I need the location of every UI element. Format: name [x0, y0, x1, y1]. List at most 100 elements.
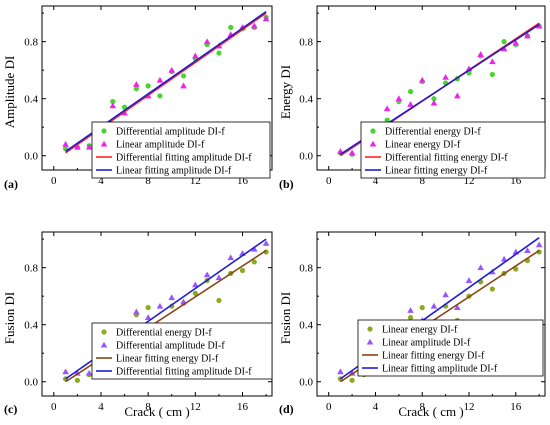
x-tick-label: 4 [98, 401, 104, 413]
data-point-triangle [133, 81, 140, 87]
x-tick-label: 0 [326, 401, 332, 413]
data-point-triangle [85, 369, 93, 376]
data-point-circle [133, 86, 139, 92]
x-tick-label: 16 [510, 401, 522, 413]
legend-box [360, 121, 546, 179]
y-axis-label: Energy DI [278, 65, 293, 119]
data-point-circle [216, 50, 222, 56]
data-point-triangle [500, 255, 508, 262]
panel-letter: (c) [4, 402, 17, 416]
x-tick-label: 16 [237, 175, 249, 187]
data-point-triangle [133, 308, 140, 315]
chart-panel-0: 0 4 8 12 16 0.0 0.4 0.8 Amplitude DI (a) Different… [2, 5, 273, 191]
legend: Differential energy DI-f Differential amp… [91, 322, 273, 380]
x-axis-label: Crack ( cm ) [398, 404, 463, 419]
data-point-circle [216, 297, 222, 304]
x-tick-label: 8 [419, 401, 425, 413]
data-point-triangle [512, 39, 520, 46]
data-point-circle [74, 377, 80, 383]
data-point-circle [110, 98, 116, 105]
data-point-circle [407, 314, 414, 321]
data-point-triangle [85, 143, 93, 150]
y-axis-label: Amplitude DI [2, 56, 17, 129]
x-tick-label: 12 [464, 175, 475, 187]
data-point-triangle [477, 264, 484, 271]
x-tick-label: 12 [464, 401, 475, 413]
data-point-triangle [442, 74, 449, 80]
legend-circle-swatch [101, 329, 107, 335]
data-point-circle [239, 267, 246, 274]
data-point-triangle [430, 302, 438, 309]
data-point-circle [251, 259, 257, 265]
y-tick-label: 0.0 [24, 151, 38, 163]
chart-panel-1: 0 4 8 12 16 0.0 0.4 0.8 Energy DI (b) Differential… [278, 5, 546, 191]
data-point-triangle [348, 149, 356, 156]
data-point-circle [349, 377, 355, 383]
data-point-triangle [203, 271, 211, 278]
data-point-triangle [227, 254, 235, 261]
legend: Linear energy DI-f Linear amplitude DI-f L… [357, 319, 544, 377]
x-axis-label: Crack ( cm ) [124, 404, 189, 419]
data-point-triangle [383, 105, 391, 112]
data-point-triangle [74, 143, 81, 150]
chart-panel-2: 0 4 8 12 16 0.0 0.4 0.8 Fusion DI Crack ( cm ) (c)… [2, 231, 273, 419]
data-point-triangle [251, 22, 258, 29]
data-point-circle [419, 304, 425, 311]
data-point-circle [489, 286, 495, 292]
y-tick-label: 0.4 [299, 94, 313, 106]
data-point-triangle [407, 101, 414, 107]
data-point-triangle [144, 314, 152, 321]
data-point-circle [145, 83, 151, 89]
legend-entry-label: Differential fitting amplitude DI-f [116, 153, 252, 164]
legend-circle-swatch [370, 128, 376, 134]
data-point-triangle [489, 58, 496, 65]
y-tick-label: 0.8 [24, 37, 38, 49]
data-point-circle [192, 290, 198, 296]
data-point-triangle [262, 15, 270, 22]
x-tick-label: 4 [98, 175, 104, 187]
y-tick-label: 0.0 [299, 377, 313, 389]
y-tick-label: 0.8 [24, 263, 38, 275]
legend-entry-label: Linear fitting amplitude DI-f [116, 166, 232, 177]
data-point-circle [157, 93, 163, 99]
data-point-triangle [442, 291, 449, 298]
legend: Differential energy DI-f Linear energy DI… [360, 121, 546, 179]
data-point-triangle [465, 277, 473, 283]
legend-triangle-swatch [366, 338, 374, 345]
legend-entry-label: Differential amplitude DI-f [116, 341, 225, 352]
legend-entry-label: Linear fitting energy DI-f [385, 166, 488, 177]
data-point-triangle [418, 76, 426, 83]
data-point-triangle [407, 307, 414, 313]
plot-frame [41, 231, 273, 397]
chart-panel-3: 0 4 8 12 16 0.0 0.4 0.8 Fusion DI Crack ( cm ) (d)… [278, 231, 546, 419]
data-point-triangle [337, 368, 344, 375]
legend-entry-label: Linear fitting energy DI-f [116, 354, 219, 365]
data-point-triangle [168, 66, 176, 73]
data-point-triangle [524, 32, 531, 39]
x-tick-label: 4 [373, 175, 379, 187]
data-point-triangle [395, 95, 403, 102]
data-point-triangle [62, 368, 69, 375]
data-point-triangle [454, 304, 461, 311]
legend-entry-label: Differential energy DI-f [116, 328, 212, 339]
data-point-triangle [262, 240, 270, 246]
data-point-circle [501, 39, 507, 45]
data-point-circle [384, 117, 390, 123]
x-tick-label: 0 [326, 175, 332, 187]
data-point-triangle [535, 22, 543, 29]
data-point-circle [180, 73, 187, 79]
panel-letter: (a) [4, 177, 18, 191]
data-point-triangle [524, 247, 531, 254]
data-point-triangle [156, 76, 164, 83]
data-point-circle [145, 304, 151, 311]
legend-entry-label: Differential amplitude DI-f [116, 127, 225, 138]
data-point-triangle [203, 38, 211, 45]
plot-frame [316, 231, 546, 397]
legend-entry-label: Linear amplitude DI-f [382, 338, 471, 349]
x-tick-label: 16 [510, 175, 522, 187]
legend-box [91, 322, 273, 380]
legend-circle-swatch [367, 326, 373, 332]
legend-entry-label: Differential fitting energy DI-f [385, 153, 508, 164]
legend-entry-label: Linear energy DI-f [385, 140, 461, 151]
y-axis-label: Fusion DI [278, 292, 293, 344]
